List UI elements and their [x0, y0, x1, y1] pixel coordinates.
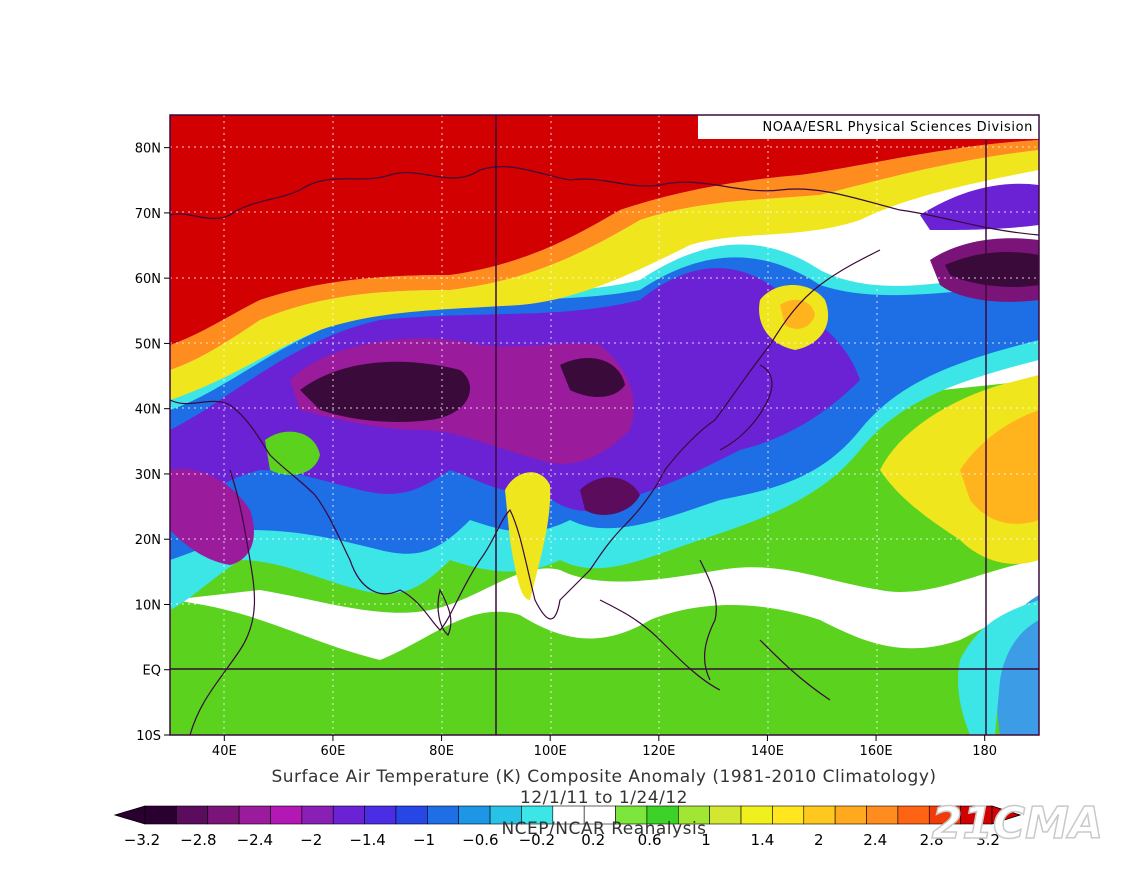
lat-tick-label: 80N — [135, 142, 161, 157]
anomaly-field-arctic-east-cold — [920, 183, 1039, 230]
anomaly-field-eq-pacific-cyan — [958, 600, 1039, 735]
colorbar-min-arrow — [113, 805, 146, 825]
anomaly-field-arctic-red — [170, 115, 1039, 345]
anomaly-field-myanmar-warm — [505, 472, 551, 600]
colorbar-segment — [740, 805, 773, 825]
colorbar-label: −0.2 — [519, 831, 555, 849]
anomaly-field-okhotsk-orange — [780, 299, 815, 329]
anomaly-field-arctic-orange — [170, 140, 1039, 370]
caption-date-range: 12/1/11 to 1/24/12 — [520, 788, 688, 808]
lon-tick-label: 180 — [972, 744, 997, 759]
map-frame — [169, 114, 1040, 736]
colorbar-segment — [332, 805, 365, 825]
map-plot-area: NOAA/ESRL Physical Sciences Division — [170, 115, 1039, 735]
colorbar-segment — [270, 805, 303, 825]
reference-lines — [170, 115, 1039, 735]
colorbar-segment — [395, 805, 428, 825]
colorbar — [113, 805, 1022, 825]
graticule — [170, 115, 1039, 735]
colorbar-segment — [364, 805, 397, 825]
colorbar-max-arrow — [991, 805, 1022, 825]
colorbar-label: −1 — [413, 831, 435, 849]
caption-title: Surface Air Temperature (K) Composite An… — [271, 767, 936, 787]
lon-tick-label: 60E — [321, 744, 346, 759]
longitude-axis: 40E 60E 80E 100E 120E 140E 160E 180 — [212, 735, 997, 759]
colorbar-segment — [772, 805, 805, 825]
lon-tick-label: 120E — [642, 744, 675, 759]
colorbar-segment — [207, 805, 240, 825]
coastlines — [170, 166, 1039, 735]
colorbar-segment — [176, 805, 209, 825]
colorbar-label: 1.4 — [750, 831, 774, 849]
colorbar-segment — [897, 805, 930, 825]
lat-tick-label: EQ — [143, 664, 161, 679]
lon-tick-label: 140E — [751, 744, 784, 759]
lat-tick-label: 70N — [135, 207, 161, 222]
lon-tick-label: 80E — [429, 744, 454, 759]
lat-tick-label: 10N — [135, 598, 161, 613]
anomaly-field-dark-core-central-asia — [300, 361, 470, 422]
colorbar-label: −1.4 — [349, 831, 385, 849]
watermark-logo: 21CMA — [932, 798, 1103, 849]
credit-text: NOAA/ESRL Physical Sciences Division — [762, 120, 1033, 135]
colorbar-segment — [866, 805, 899, 825]
anomaly-field-arctic-yellow — [170, 150, 1039, 400]
colorbar-label: −2 — [300, 831, 322, 849]
colorbar-label: −2.4 — [237, 831, 273, 849]
colorbar-label: 0.6 — [638, 831, 662, 849]
colorbar-label: 0.2 — [581, 831, 605, 849]
colorbar-label: 2 — [814, 831, 824, 849]
colorbar-segment — [803, 805, 836, 825]
lat-tick-label: 50N — [135, 337, 161, 352]
lon-tick-label: 160E — [860, 744, 893, 759]
colorbar-segment — [709, 805, 742, 825]
colorbar-label: 2.4 — [863, 831, 887, 849]
lat-tick-label: 10S — [136, 729, 161, 744]
anomaly-field-north-pacific-orange — [960, 410, 1039, 524]
colorbar-label: −3.2 — [124, 831, 160, 849]
lat-tick-label: 30N — [135, 468, 161, 483]
colorbar-label: −0.6 — [462, 831, 498, 849]
colorbar-segment — [301, 805, 334, 825]
colorbar-segment — [427, 805, 460, 825]
colorbar-segment — [458, 805, 491, 825]
caption-dataset: NCEP/NCAR Reanalysis — [501, 819, 706, 839]
anomaly-field-gulf-green — [265, 431, 320, 475]
anomaly-field-tropical-white — [170, 560, 1039, 660]
lon-tick-label: 40E — [212, 744, 237, 759]
colorbar-label: 3.2 — [976, 831, 1000, 849]
credit-box — [698, 115, 1039, 139]
colorbar-labels: −3.2 −2.8 −2.4 −2 −1.4 −1 −0.6 −0.2 0.2 0.6 1 1.4 2 2… — [124, 831, 1000, 849]
lon-tick-label: 100E — [534, 744, 567, 759]
colorbar-label: 2.8 — [920, 831, 944, 849]
colorbar-label: −2.8 — [180, 831, 216, 849]
lat-tick-label: 40N — [135, 403, 161, 418]
colorbar-segment — [238, 805, 271, 825]
lat-tick-label: 60N — [135, 272, 161, 287]
colorbar-segment — [834, 805, 867, 825]
lat-tick-label: 20N — [135, 533, 161, 548]
latitude-axis: 80N 70N 60N 50N 40N 30N 20N 10N EQ 10S — [135, 142, 170, 744]
anomaly-field-dark-core-mongolia — [560, 357, 625, 397]
anomaly-field-dark-core-china — [580, 477, 640, 515]
anomaly-field-arabia-magenta — [170, 469, 254, 565]
colorbar-label: 1 — [701, 831, 711, 849]
colorbar-segment — [144, 805, 177, 825]
